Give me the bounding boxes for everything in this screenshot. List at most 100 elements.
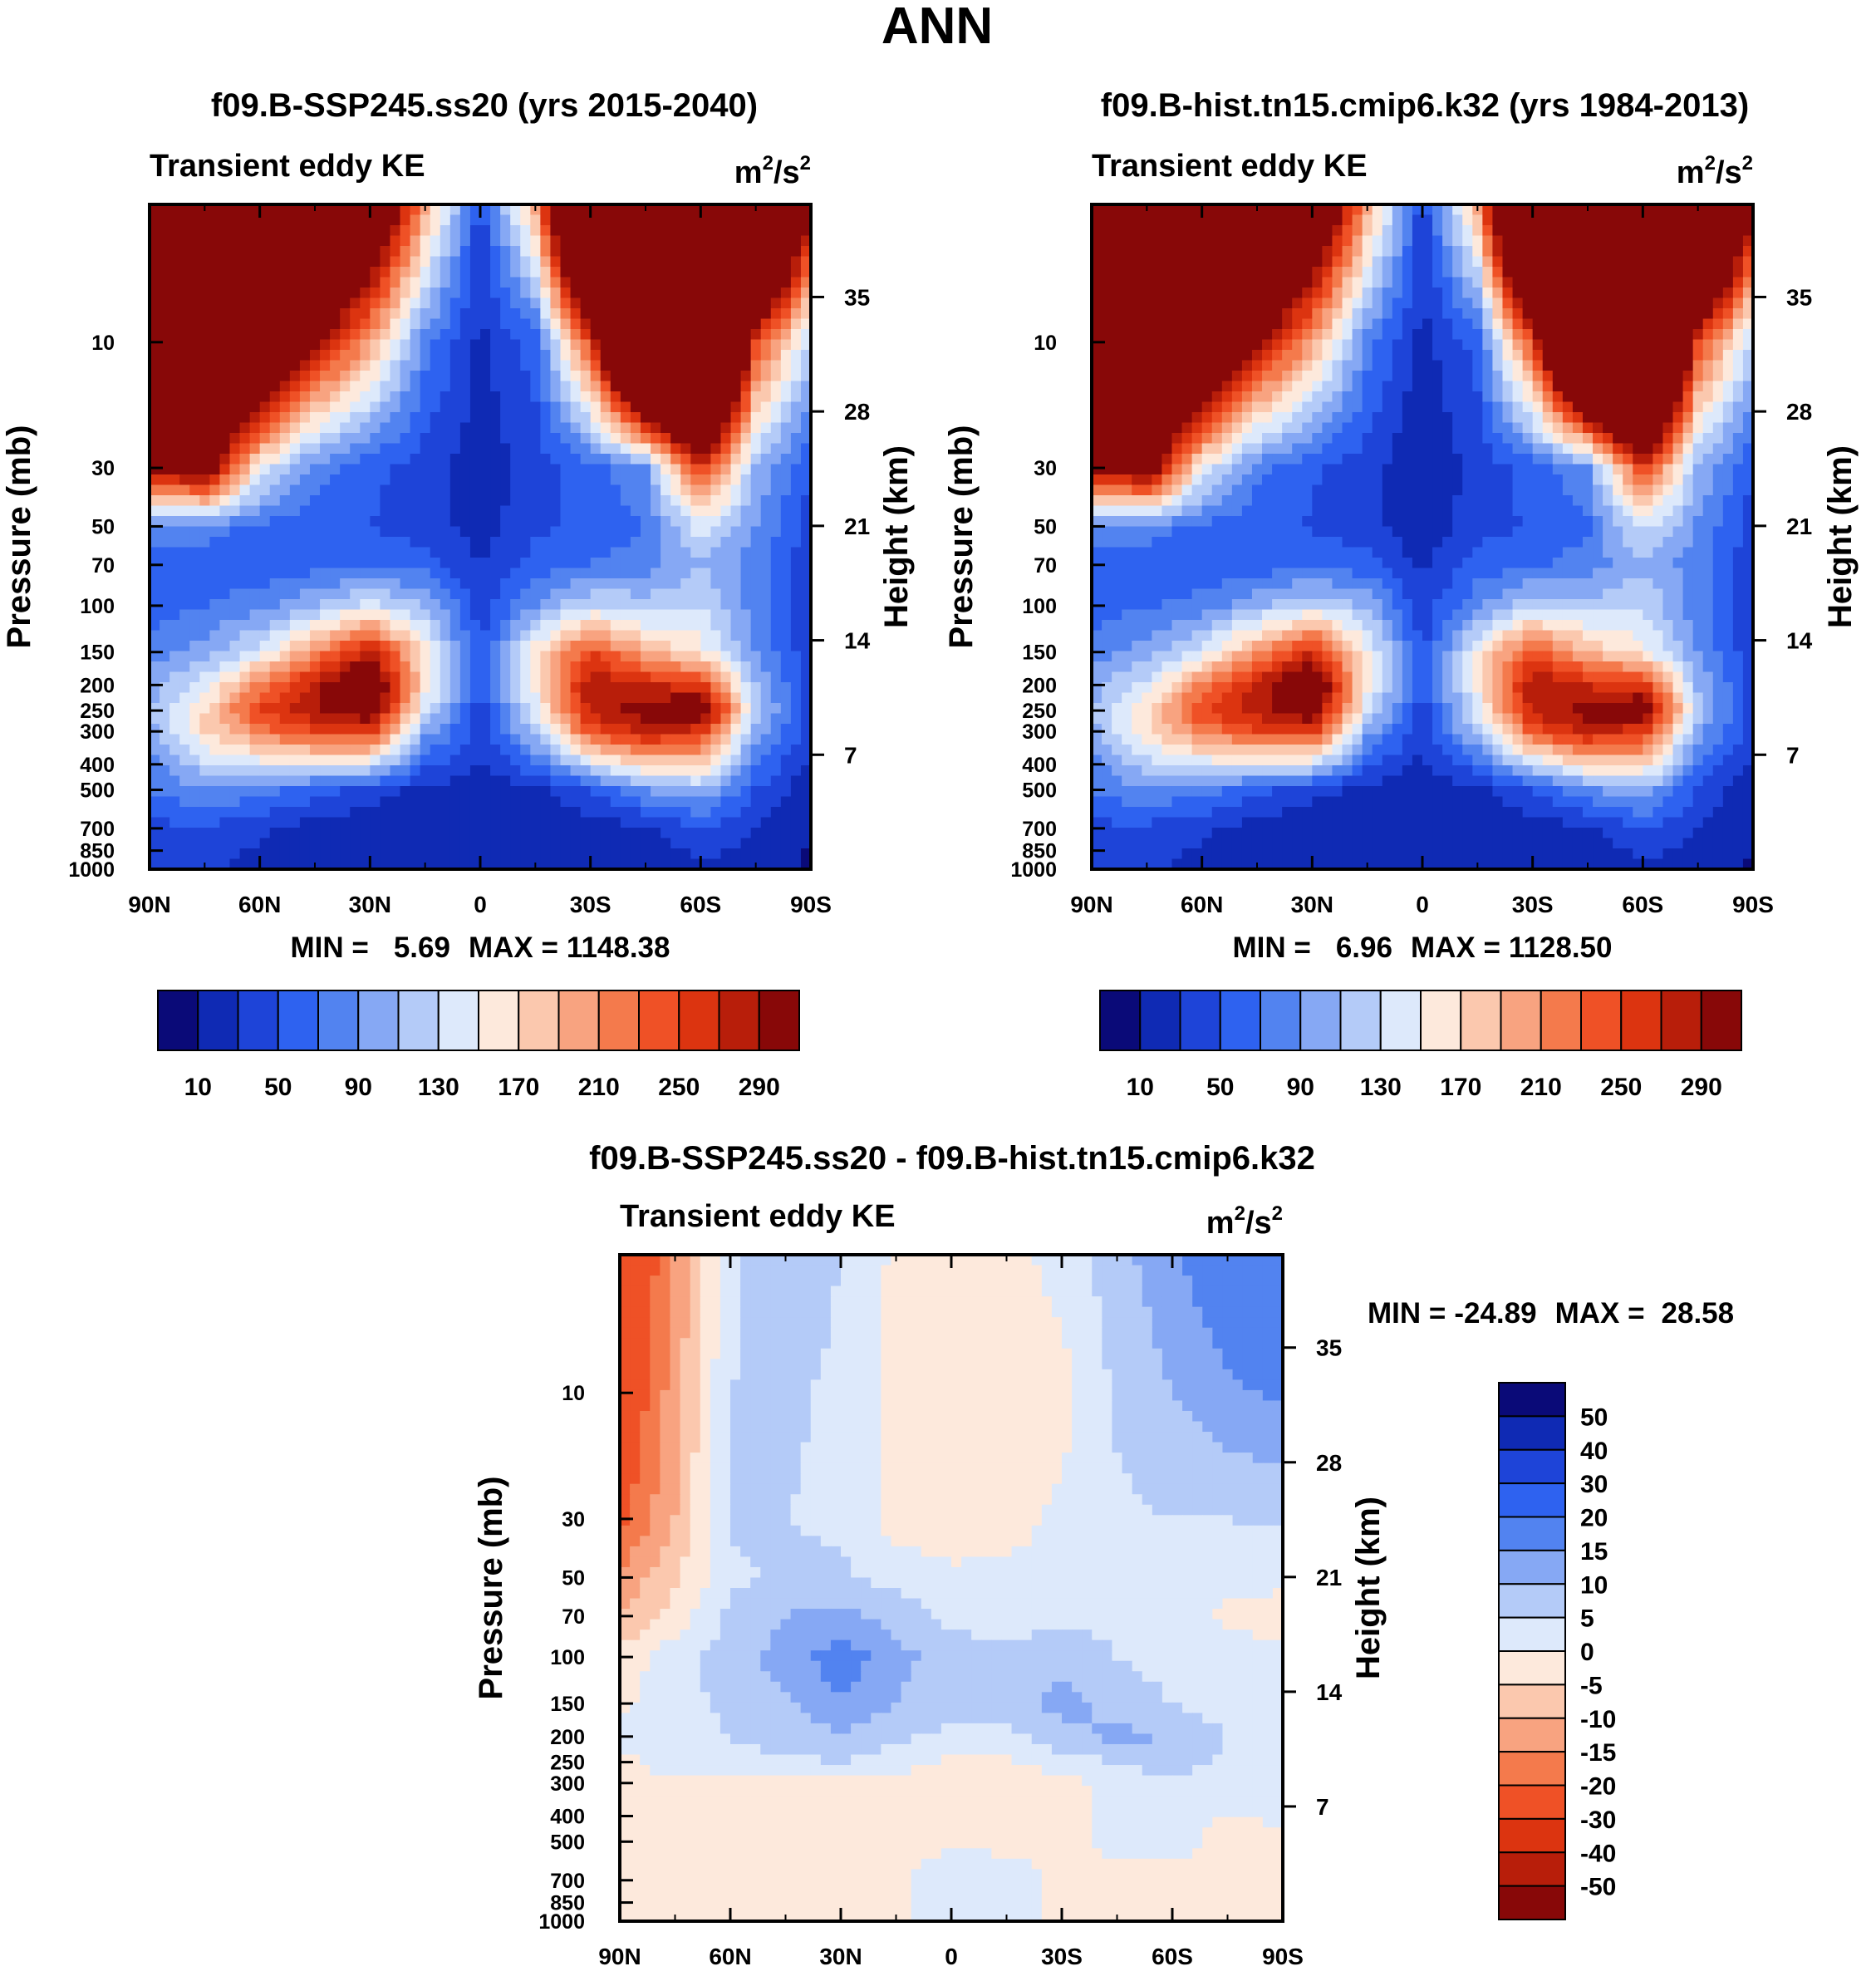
contour-cell <box>160 807 170 818</box>
contour-cell <box>340 297 351 309</box>
contour-cell <box>790 537 802 548</box>
contour-cell <box>510 692 521 704</box>
contour-cell <box>279 620 291 632</box>
contour-cell <box>770 713 782 725</box>
contour-cell <box>199 381 210 392</box>
contour-cell <box>229 297 241 309</box>
contour-cell <box>360 692 371 704</box>
contour-cell <box>229 651 241 662</box>
contour-cell <box>279 661 291 673</box>
contour-cell <box>740 558 752 569</box>
contour-cell <box>229 745 241 756</box>
contour-cell <box>249 371 261 382</box>
contour-cell <box>209 484 221 496</box>
contour-cell <box>199 371 210 382</box>
contour-cell <box>760 775 772 787</box>
contour-cell <box>580 641 592 652</box>
contour-cell <box>510 755 521 766</box>
contour-cell <box>1682 214 1694 226</box>
contour-cell <box>320 288 331 299</box>
contour-cell <box>380 630 391 641</box>
contour-cell <box>640 755 651 766</box>
contour-cell <box>169 391 180 403</box>
contour-cell <box>670 838 681 849</box>
contour-cell <box>1552 246 1564 258</box>
contour-cell <box>440 796 451 808</box>
contour-cell <box>1422 214 1433 226</box>
contour-cell <box>590 745 602 756</box>
contour-cell <box>380 796 391 808</box>
contour-cell <box>179 630 190 641</box>
contour-cell <box>150 443 160 455</box>
contour-cell <box>189 651 200 662</box>
contour-cell <box>790 713 802 725</box>
contour-cell <box>770 537 782 548</box>
contour-cell <box>229 308 241 320</box>
contour-cell <box>680 796 691 808</box>
contour-cell <box>670 848 681 860</box>
contour-cell <box>169 225 180 237</box>
contour-cell <box>179 588 190 600</box>
contour-cell <box>651 682 661 694</box>
contour-cell <box>1442 246 1453 258</box>
contour-cell <box>320 671 331 683</box>
contour-cell <box>570 235 582 247</box>
contour-cell <box>580 401 592 413</box>
contour-cell <box>560 350 572 361</box>
contour-cell <box>1522 277 1534 288</box>
contour-cell <box>1643 277 1653 288</box>
contour-cell <box>1552 214 1564 226</box>
contour-cell <box>480 537 491 548</box>
contour-cell <box>410 339 421 351</box>
contour-cell <box>780 765 792 777</box>
contour-cell <box>189 339 200 351</box>
contour-cell <box>750 381 762 392</box>
contour-cell <box>1672 204 1684 216</box>
contour-cell <box>1502 277 1514 288</box>
contour-cell <box>400 516 411 528</box>
contour-cell <box>690 454 701 465</box>
contour-cell <box>239 599 251 611</box>
contour-cell <box>1492 277 1504 288</box>
contour-cell <box>570 661 582 673</box>
contour-cell <box>520 308 531 320</box>
contour-cell <box>1653 225 1664 237</box>
contour-cell <box>651 381 661 392</box>
contour-cell <box>730 256 742 268</box>
contour-cell <box>209 412 221 424</box>
contour-cell <box>459 537 471 548</box>
contour-cell <box>560 329 572 341</box>
contour-cell <box>459 391 471 403</box>
contour-cell <box>440 297 451 309</box>
contour-cell <box>1562 288 1574 299</box>
contour-cell <box>1532 267 1544 278</box>
contour-cell <box>730 360 742 371</box>
contour-cell <box>269 288 281 299</box>
contour-cell <box>690 609 701 621</box>
y-tick-label: 700 <box>80 818 115 841</box>
contour-cell <box>1422 225 1433 237</box>
contour-cell <box>661 848 671 860</box>
contour-cell <box>289 786 301 798</box>
contour-cell <box>550 765 562 777</box>
contour-cell <box>1522 225 1534 237</box>
contour-cell <box>150 318 160 330</box>
contour-cell <box>1322 225 1333 237</box>
contour-cell <box>800 256 812 268</box>
contour-cell <box>410 858 421 870</box>
contour-cell <box>1492 288 1504 299</box>
contour-cell <box>1112 235 1122 247</box>
contour-cell <box>189 235 200 247</box>
contour-cell <box>249 796 261 808</box>
contour-cell <box>179 537 190 548</box>
contour-cell <box>370 828 381 839</box>
contour-cell <box>720 484 732 496</box>
contour-cell <box>160 318 170 330</box>
contour-cell <box>400 464 411 475</box>
contour-cell <box>150 329 160 341</box>
contour-cell <box>320 214 331 226</box>
contour-cell <box>720 235 732 247</box>
contour-cell <box>1201 277 1213 288</box>
contour-cell <box>640 620 651 632</box>
contour-cell <box>400 609 411 621</box>
